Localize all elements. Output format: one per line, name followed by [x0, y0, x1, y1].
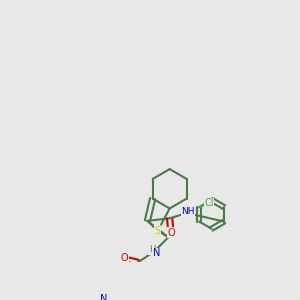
Text: N: N: [100, 294, 107, 300]
Text: S: S: [155, 226, 161, 236]
Text: H: H: [148, 245, 155, 254]
Text: O: O: [167, 228, 175, 238]
Text: NH: NH: [181, 207, 195, 216]
Text: O: O: [121, 253, 128, 263]
Text: Cl: Cl: [204, 198, 214, 208]
Text: N: N: [153, 248, 160, 258]
